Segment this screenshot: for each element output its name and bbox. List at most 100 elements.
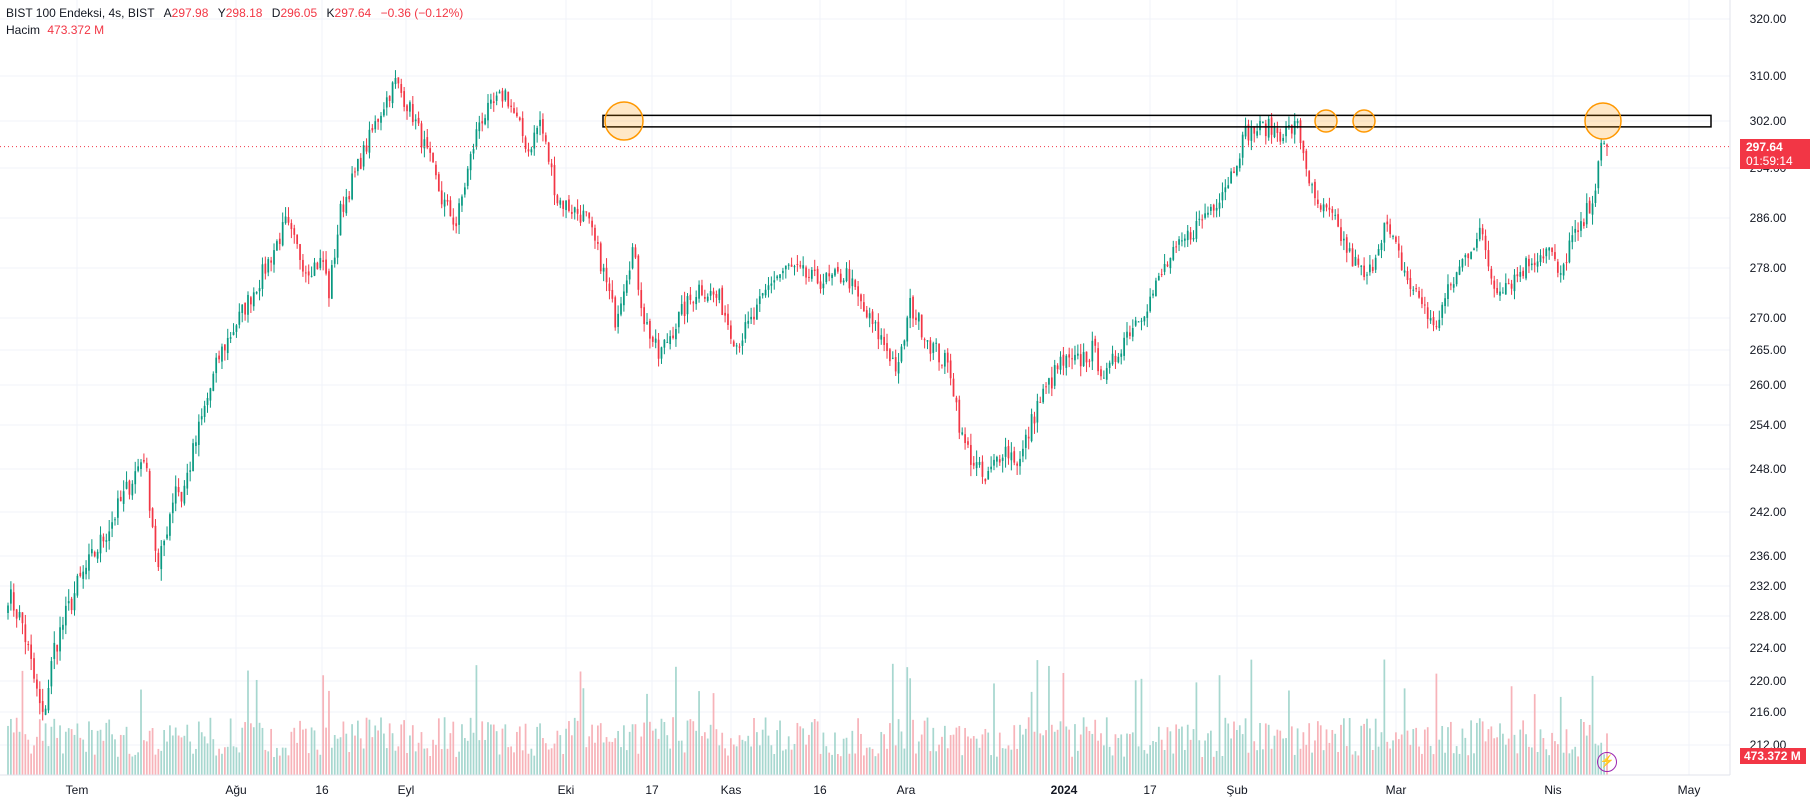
candle-body <box>440 190 443 205</box>
volume-bar <box>166 741 168 775</box>
volume-bar <box>1071 756 1073 775</box>
volume-bar <box>10 718 12 775</box>
time-axis[interactable]: Tem Ağu 16 Eyl Eki 17 Kas 16 Ara 2024 17 Şub Mar Nis M… <box>0 774 1730 797</box>
candle-body <box>909 297 912 319</box>
candle-body <box>594 227 596 241</box>
candle-body <box>484 118 486 125</box>
candle-body <box>102 536 105 542</box>
candle-body <box>414 119 417 122</box>
candle-body <box>677 311 680 328</box>
volume-bar <box>964 727 966 775</box>
volume-bar <box>1577 756 1579 775</box>
volume-bar <box>429 756 432 775</box>
change-value: −0.36 (−0.12%) <box>380 6 464 20</box>
volume-bar <box>15 717 18 775</box>
candle-body <box>1045 386 1047 388</box>
candle-body <box>1473 248 1475 250</box>
volume-bar <box>1238 725 1241 775</box>
candle-body <box>799 265 802 267</box>
candle-body <box>623 291 625 306</box>
volume-bar <box>307 753 310 775</box>
candle-body <box>1435 326 1438 328</box>
candle-body <box>1574 228 1577 233</box>
volume-bar <box>1117 737 1120 775</box>
volume-bar <box>12 732 15 775</box>
last-volume-tag: 473.372 M <box>1740 748 1806 764</box>
volume-bar <box>443 717 446 775</box>
candle-body <box>1331 209 1334 213</box>
volume-bar <box>397 746 400 775</box>
candle-body <box>1160 273 1163 275</box>
volume-bar <box>1114 734 1117 775</box>
candle-body <box>1409 278 1412 290</box>
time-tick-label: Eki <box>558 783 575 797</box>
candle-body <box>1091 340 1094 362</box>
volume-bar <box>330 747 333 775</box>
volume-bar <box>845 737 848 775</box>
volume-bar <box>111 734 113 775</box>
candle-body <box>657 339 660 359</box>
candle-body <box>793 266 796 268</box>
candle-body <box>229 337 232 339</box>
candle-body <box>446 199 449 202</box>
volume-bar <box>67 728 70 775</box>
candle-body <box>1354 256 1357 266</box>
symbol-title[interactable]: BIST 100 Endeksi, 4s, BIST <box>6 6 155 20</box>
candle-body <box>680 304 683 315</box>
candle-body <box>252 292 255 307</box>
candle-body <box>1302 140 1305 154</box>
candle-body <box>536 127 539 135</box>
volume-bar <box>1426 727 1429 775</box>
candle-body <box>1490 268 1493 279</box>
candle-body <box>1059 356 1062 370</box>
time-tick-label: 16 <box>813 783 827 797</box>
volume-bar <box>559 735 562 775</box>
candle-body <box>926 340 929 342</box>
candle-body <box>1412 289 1415 291</box>
volume-bar <box>981 734 984 775</box>
candle-body <box>1334 214 1337 216</box>
volume-bar <box>1395 732 1397 775</box>
candle-body <box>30 644 32 659</box>
volume-bar <box>1539 729 1542 775</box>
volume-bar <box>339 737 342 775</box>
candle-body <box>403 91 406 107</box>
candle-body <box>776 276 779 279</box>
candle-body <box>119 496 122 502</box>
volume-bar <box>1308 723 1311 775</box>
candle-body <box>518 117 521 121</box>
candle-body <box>374 121 377 130</box>
volume-bar <box>874 756 877 775</box>
candle-body <box>1053 365 1056 386</box>
volume-bar <box>1556 744 1559 775</box>
volume-label[interactable]: Hacim <box>6 23 41 37</box>
candle-body <box>758 296 761 304</box>
candle-body <box>1554 252 1556 260</box>
volume-bar <box>1091 733 1094 775</box>
candle-body <box>258 288 261 292</box>
volume-bar <box>663 721 666 775</box>
volume-bar <box>721 732 724 775</box>
volume-bar <box>189 741 192 775</box>
candle-body <box>663 339 666 348</box>
candle-body <box>73 593 76 611</box>
volume-bar <box>1076 750 1079 775</box>
candle-body <box>1591 203 1594 215</box>
volume-bar <box>1236 729 1238 775</box>
candle-body <box>631 247 634 269</box>
volume-bar <box>657 738 660 775</box>
volume-bar <box>426 748 429 775</box>
price-tick-label: 232.00 <box>1750 579 1787 593</box>
candle-body <box>215 357 218 374</box>
lightning-icon[interactable]: ⚡ <box>1597 752 1617 772</box>
volume-bar <box>128 753 131 775</box>
price-axis[interactable]: 320.00310.00302.00294.00286.00278.00270.… <box>1729 0 1787 775</box>
volume-bar <box>880 731 883 775</box>
volume-bar <box>1045 730 1047 775</box>
volume-bar <box>368 719 371 775</box>
volume-bar <box>229 718 232 775</box>
candle-body <box>851 278 854 287</box>
volume-bar <box>672 717 674 775</box>
volume-bar <box>570 735 573 775</box>
